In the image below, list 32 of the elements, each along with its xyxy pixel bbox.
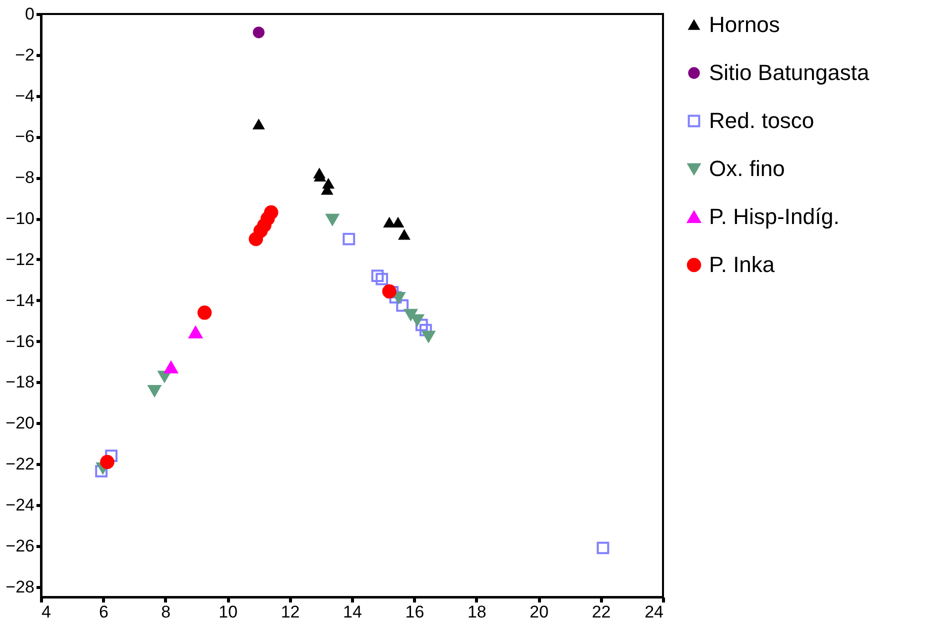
- legend-label: Hornos: [709, 12, 780, 37]
- legend-label: P. Inka: [709, 252, 776, 277]
- legend-label: Red. tosco: [709, 108, 814, 133]
- y-tick-label: −20: [6, 414, 34, 433]
- y-tick-label: 0: [25, 4, 34, 24]
- y-tick-label: −22: [6, 454, 34, 474]
- x-tick-label: 8: [161, 602, 171, 622]
- legend-label: Sitio Batungasta: [709, 60, 870, 85]
- x-tick-label: 6: [98, 602, 108, 622]
- x-tick-label: 16: [405, 602, 424, 622]
- y-tick-label: −18: [6, 372, 34, 392]
- x-tick-label: 14: [343, 602, 362, 622]
- x-tick-label: 12: [280, 602, 300, 622]
- x-tick-label: 22: [592, 602, 611, 622]
- y-tick-label: −14: [6, 290, 34, 310]
- y-tick-label: −8: [15, 168, 34, 188]
- y-tick-label: −16: [6, 332, 34, 351]
- x-tick-label: 20: [530, 602, 549, 622]
- y-tick-label: −26: [6, 536, 34, 556]
- legend-label: Ox. fino: [709, 156, 785, 181]
- legend-label: P. Hisp-Indíg.: [709, 204, 840, 229]
- x-tick-label: 10: [218, 602, 238, 622]
- y-tick-label: −10: [6, 209, 34, 228]
- y-tick-label: −6: [15, 127, 34, 146]
- x-tick-label: 4: [42, 602, 51, 622]
- x-tick-label: 24: [644, 602, 664, 622]
- y-tick-label: −28: [6, 577, 34, 596]
- y-tick-label: −12: [6, 250, 34, 269]
- x-tick-label: 18: [467, 602, 486, 622]
- y-tick-label: −2: [15, 45, 34, 64]
- y-tick-label: −24: [6, 495, 34, 514]
- y-tick-label: −4: [15, 86, 34, 106]
